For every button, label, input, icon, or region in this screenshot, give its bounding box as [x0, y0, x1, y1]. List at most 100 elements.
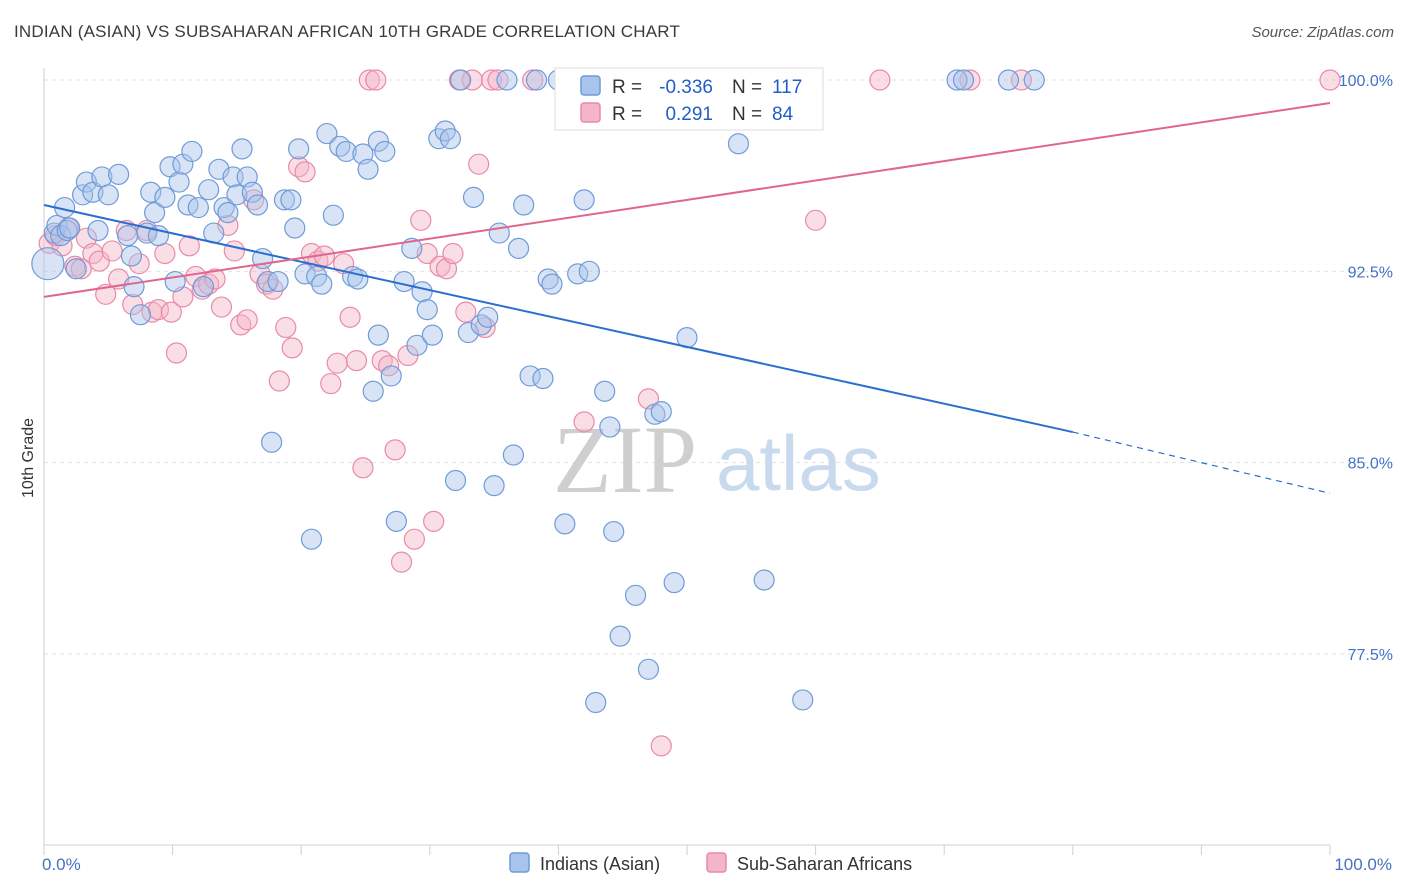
point-indians-117 — [946, 69, 968, 91]
point-indians-108 — [637, 658, 660, 680]
point-indians-119 — [997, 69, 1020, 91]
point-indians-27 — [172, 153, 194, 175]
chart-title: INDIAN (ASIAN) VS SUBSAHARAN AFRICAN 10T… — [14, 22, 681, 41]
point-africans-60 — [423, 510, 445, 532]
point-africans-19 — [160, 301, 182, 323]
point-africans-31 — [236, 309, 258, 331]
legend-r-value-1: -0.336 — [659, 77, 713, 98]
point-indians-114 — [727, 133, 750, 155]
legend-swatch-africans — [580, 102, 601, 123]
legend-n-value-1: 117 — [772, 77, 802, 98]
point-indians-7 — [65, 258, 87, 280]
point-indians-29 — [181, 140, 203, 163]
point-indians-88 — [507, 237, 530, 259]
point-indians-67 — [380, 365, 402, 387]
point-indians-89 — [513, 194, 535, 216]
point-indians-14 — [107, 163, 130, 185]
point-africans-44 — [320, 372, 342, 395]
point-africans-67 — [468, 153, 490, 175]
point-indians-79 — [450, 69, 472, 91]
point-indians-103 — [599, 416, 621, 438]
trend-lines — [43, 101, 1331, 494]
point-indians-21 — [143, 202, 166, 224]
point-indians-85 — [488, 222, 510, 244]
point-indians-92 — [532, 367, 554, 390]
point-indians-18 — [129, 304, 152, 326]
point-africans-50 — [358, 69, 380, 91]
point-indians-105 — [609, 625, 631, 647]
x-tick-label-min: 0.0% — [42, 855, 81, 874]
point-africans-47 — [339, 306, 361, 328]
trend-line-africans — [43, 101, 1331, 298]
point-indians-48 — [280, 189, 302, 211]
point-africans-22 — [178, 235, 200, 257]
x-tick-label-max: 100.0% — [1334, 855, 1392, 874]
point-africans-76 — [650, 735, 672, 757]
point-indians-116 — [792, 689, 814, 711]
bottom-legend: Indians (Asian) Sub-Saharan Africans — [509, 852, 912, 874]
point-africans-5 — [70, 258, 92, 280]
point-indians-111 — [663, 571, 685, 594]
watermark-atlas: atlas — [716, 419, 881, 507]
point-indians-100 — [578, 260, 600, 282]
legend-r-label-1: R = — [612, 77, 642, 98]
point-indians-69 — [393, 270, 415, 293]
point-indians-31 — [192, 276, 215, 298]
point-indians-56 — [322, 204, 344, 226]
point-africans-10 — [101, 240, 123, 262]
point-indians-13 — [97, 184, 119, 206]
point-africans-51 — [365, 69, 387, 91]
point-africans-36 — [268, 370, 290, 392]
point-indians-26 — [168, 171, 190, 193]
legend-r-label-2: R = — [612, 104, 642, 125]
point-indians-58 — [335, 140, 357, 163]
point-africans-63 — [442, 242, 464, 265]
y-tick-label-2: 92.5% — [1348, 264, 1393, 281]
y-tick-label-1: 85.0% — [1348, 456, 1393, 473]
point-indians-50 — [288, 138, 310, 160]
point-africans-18 — [154, 242, 176, 265]
point-indians-32 — [198, 179, 220, 201]
point-indians-41 — [241, 181, 263, 203]
point-africans-54 — [384, 439, 406, 461]
bottom-legend-label-indians: Indians (Asian) — [540, 854, 660, 874]
point-indians-91 — [525, 69, 548, 91]
watermark-zip: ZIP — [553, 406, 697, 513]
bottom-legend-swatch-africans — [706, 852, 727, 873]
point-indians-81 — [462, 186, 485, 208]
point-indians-101 — [585, 691, 607, 714]
point-africans-37 — [275, 316, 297, 339]
x-tick-marks — [43, 845, 1331, 855]
point-indians-30 — [187, 196, 209, 219]
bottom-legend-swatch-indians — [509, 852, 530, 873]
legend-box: R = -0.336 N = 117 R = 0.291 N = 84 — [554, 67, 824, 131]
point-africans-27 — [210, 296, 233, 318]
point-indians-63 — [362, 380, 384, 402]
point-africans-73 — [573, 411, 595, 433]
point-indians-55 — [316, 122, 338, 145]
point-indians-6 — [59, 217, 81, 239]
point-indians-104 — [603, 520, 625, 543]
y-tick-label-3: 100.0% — [1339, 73, 1393, 90]
point-africans-65 — [455, 301, 477, 323]
point-africans-69 — [480, 69, 503, 91]
point-indians-68 — [385, 510, 407, 532]
point-indians-65 — [374, 140, 396, 163]
point-africans-46 — [333, 253, 355, 275]
point-indians-20 — [140, 181, 162, 203]
point-indians-72 — [411, 281, 433, 303]
point-indians-38 — [226, 184, 248, 206]
point-africans-82 — [1010, 69, 1032, 91]
point-indians-107 — [624, 584, 647, 606]
point-indians-102 — [594, 380, 616, 402]
point-indians-64 — [367, 130, 389, 152]
point-indians-17 — [123, 276, 145, 298]
point-indians-16 — [120, 245, 143, 267]
point-indians-70 — [401, 237, 423, 259]
point-africans-80 — [869, 69, 891, 91]
point-africans-45 — [326, 352, 348, 374]
point-indians-71 — [406, 334, 428, 356]
point-indians-15 — [116, 225, 139, 247]
point-africans-83 — [1319, 69, 1341, 91]
